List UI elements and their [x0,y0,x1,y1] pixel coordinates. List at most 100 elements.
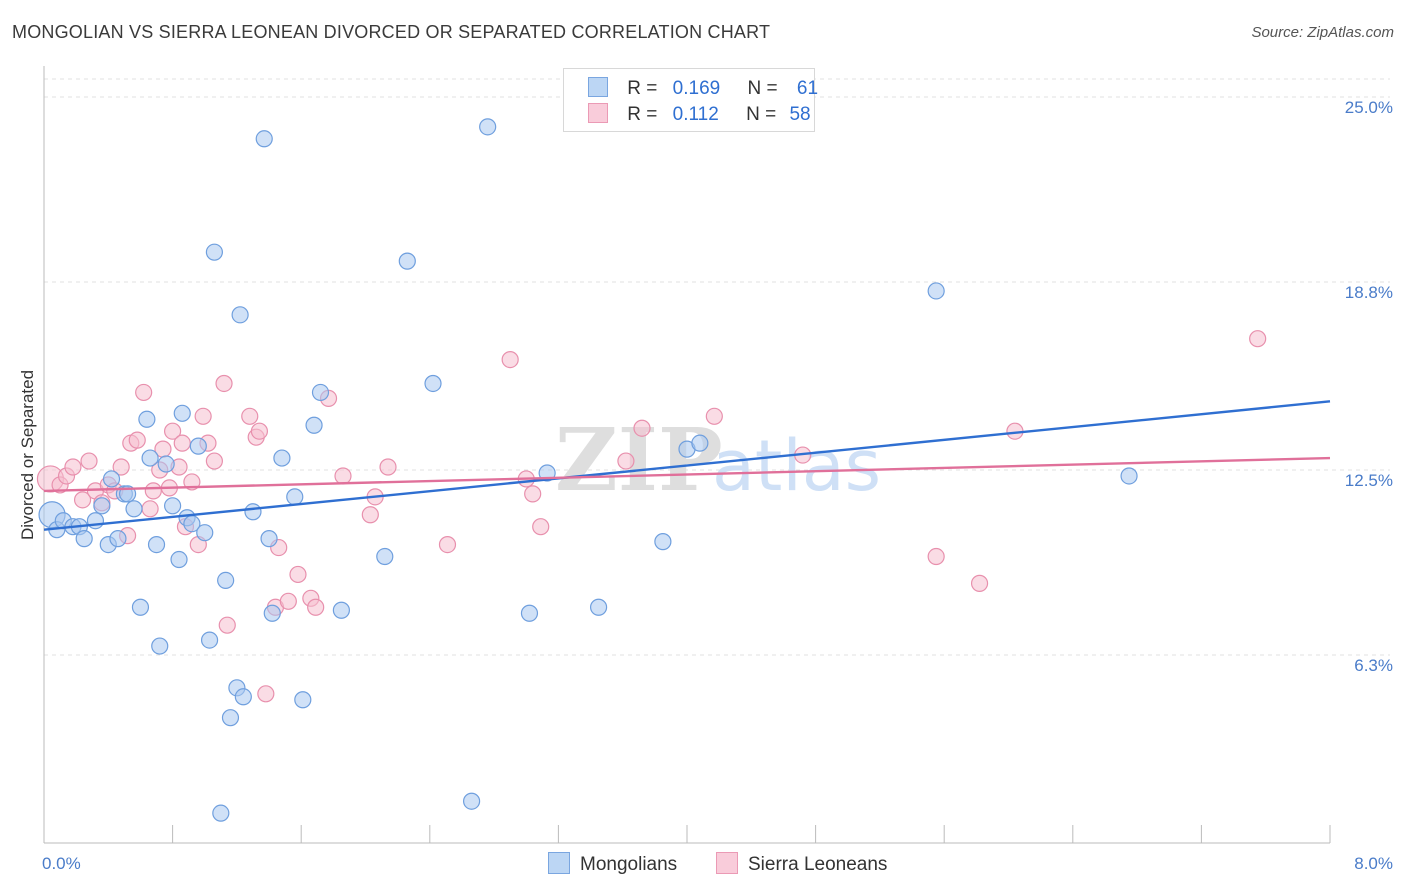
watermark-atlas: atlas [712,425,881,507]
point-sierra-leoneans-15 [141,500,159,518]
data-points [36,118,1267,822]
trend-lines [43,400,1331,531]
tick-labels: 6.3% 12.5% 18.8% 25.0% 0.0% 8.0% Divorced or S… [18,98,1393,873]
point-sierra-leoneans-31 [241,407,259,425]
point-sierra-leoneans-46 [438,535,457,554]
point-mongolians-45 [376,547,394,566]
point-sierra-leoneans-34 [257,685,275,703]
point-sierra-leoneans-58 [1249,330,1267,348]
point-mongolians-17 [147,535,166,554]
point-sierra-leoneans-20 [164,422,182,440]
point-sierra-leoneans-56 [970,574,989,592]
point-mongolians-47 [424,374,442,393]
point-mongolians-14 [131,598,150,616]
x-tick-label-min: 0.0% [42,854,81,873]
x-tick-label-max: 8.0% [1354,854,1393,873]
point-sierra-leoneans-47 [501,350,519,369]
point-mongolians-18 [151,637,169,655]
legend-row-mongolians: R = 0.169 N = 61 [588,77,818,99]
point-sierra-leoneans-52 [633,419,651,437]
trend-line-mongolians [43,400,1331,531]
legend-r-value-sierra-leoneans: 0.112 [672,104,719,125]
point-mongolians-34 [234,688,252,706]
bottom-legend-mongolians: Mongolians [548,852,677,876]
legend-n-label: N = [747,78,778,99]
point-sierra-leoneans-26 [194,407,212,425]
bottom-legend-label-sierra-leoneans: Sierra Leoneans [748,854,888,875]
legend-r-value-mongolians: 0.169 [672,78,721,99]
legend-r-label: R = [627,104,658,125]
point-sierra-leoneans-43 [361,506,379,524]
point-sierra-leoneans-37 [279,592,297,610]
point-mongolians-46 [398,252,416,270]
point-mongolians-40 [286,488,304,506]
point-sierra-leoneans-28 [205,452,223,470]
point-sierra-leoneans-29 [215,374,233,393]
legend-r-label: R = [627,78,658,99]
point-mongolians-53 [654,533,672,551]
point-mongolians-26 [196,524,214,542]
point-mongolians-36 [255,130,273,148]
grid-lines [44,78,1390,656]
point-sierra-leoneans-5 [80,452,98,470]
point-sierra-leoneans-50 [532,518,550,536]
correlation-legend: R = 0.169 N = 61 R = 0.112 N = 58 [563,68,818,132]
point-sierra-leoneans-13 [128,431,146,449]
point-sierra-leoneans-55 [927,547,945,566]
bottom-legend-swatch-sierra-leoneans [716,852,738,874]
point-mongolians-50 [520,604,539,622]
y-tick-label-0: 6.3% [1354,656,1393,675]
point-mongolians-5 [75,530,93,548]
y-tick-label-2: 18.8% [1345,283,1393,302]
y-tick-label-3: 25.0% [1345,98,1393,117]
legend-n-value-sierra-leoneans: 58 [789,104,811,125]
point-mongolians-21 [170,550,188,569]
point-mongolians-35 [244,503,262,521]
y-axis-title: Divorced or Separated [18,370,37,540]
point-mongolians-57 [1120,467,1138,485]
point-mongolians-55 [691,434,709,452]
legend-swatch-sierra-leoneans [588,103,608,123]
point-mongolians-43 [311,383,330,402]
point-mongolians-38 [263,604,281,622]
bottom-legend-sierra-leoneans: Sierra Leoneans [716,852,887,876]
point-mongolians-30 [217,571,235,590]
point-mongolians-37 [260,530,278,548]
point-sierra-leoneans-40 [307,598,325,616]
point-sierra-leoneans-51 [617,452,635,470]
point-mongolians-31 [221,709,240,727]
point-mongolians-42 [305,416,323,434]
point-sierra-leoneans-4 [73,491,92,509]
point-sierra-leoneans-33 [250,422,269,440]
point-sierra-leoneans-14 [135,383,153,402]
y-tick-label-1: 12.5% [1345,471,1393,490]
point-mongolians-16 [141,449,159,467]
point-mongolians-22 [173,404,191,422]
point-sierra-leoneans-42 [334,467,352,485]
point-mongolians-6 [86,512,105,530]
point-mongolians-7 [93,497,111,515]
point-sierra-leoneans-53 [705,407,723,425]
point-sierra-leoneans-49 [524,485,542,503]
point-sierra-leoneans-45 [379,458,397,476]
legend-n-value-mongolians: 61 [796,78,819,99]
point-sierra-leoneans-30 [218,616,236,634]
point-mongolians-19 [157,455,175,473]
point-mongolians-33 [231,306,249,324]
point-mongolians-41 [294,691,312,709]
source-label: Source: ZipAtlas.com [1251,24,1394,41]
point-mongolians-15 [138,410,156,428]
legend-swatch-mongolians [588,77,608,97]
point-sierra-leoneans-38 [289,565,307,584]
point-mongolians-20 [164,497,182,515]
point-mongolians-10 [109,530,127,548]
trend-line-sierra-leoneans [43,456,1331,493]
point-mongolians-44 [332,601,350,619]
chart-title: MONGOLIAN VS SIERRA LEONEAN DIVORCED OR … [12,22,771,42]
bottom-legend-swatch-mongolians [548,852,570,874]
point-mongolians-25 [189,437,207,455]
point-sierra-leoneans-3 [64,458,82,476]
point-mongolians-27 [200,631,219,649]
